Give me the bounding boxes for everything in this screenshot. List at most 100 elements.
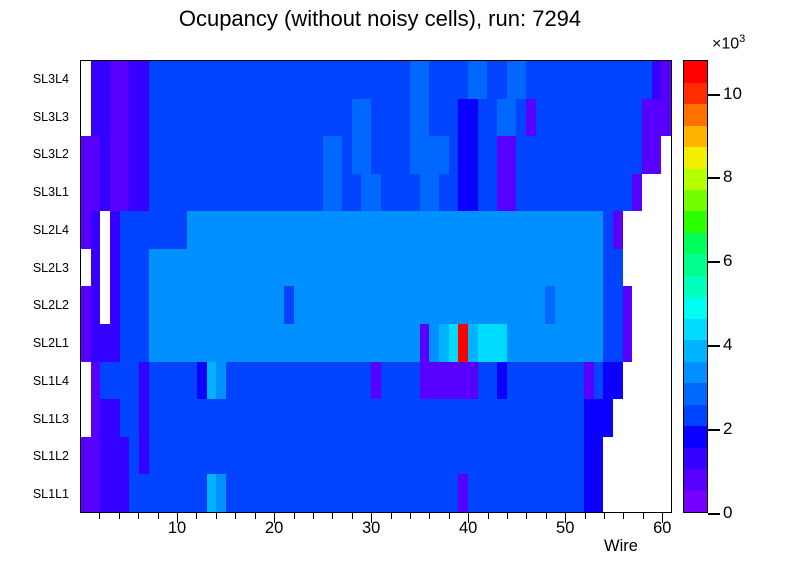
heatmap-cell	[255, 98, 265, 137]
heatmap-cell	[187, 399, 198, 437]
heatmap-cell	[429, 211, 439, 249]
x-axis-tick-label-30: 30	[361, 519, 381, 537]
y-axis-tick-label-sl3l1: SL3L1	[32, 185, 69, 200]
heatmap-cell	[351, 211, 362, 249]
heatmap-cell	[612, 98, 623, 137]
heatmap-cell	[371, 361, 381, 400]
heatmap-cell	[168, 173, 178, 212]
heatmap-cell	[390, 98, 401, 137]
heatmap-cell	[177, 211, 188, 249]
heatmap-cell	[661, 474, 671, 512]
heatmap-cell	[129, 248, 140, 287]
heatmap-cell	[622, 136, 633, 174]
heatmap-cell	[612, 61, 623, 99]
heatmap-cell	[216, 173, 227, 212]
heatmap-cell	[429, 248, 439, 287]
heatmap-cell	[477, 474, 488, 512]
heatmap-cell	[574, 324, 584, 362]
heatmap-cell	[390, 211, 401, 249]
heatmap-cell	[342, 248, 352, 287]
heatmap-cell	[516, 286, 526, 325]
heatmap-cell	[361, 136, 372, 174]
heatmap-cell	[516, 173, 526, 212]
heatmap-cell	[593, 361, 604, 400]
heatmap-cell	[177, 436, 188, 475]
heatmap-cell	[612, 286, 623, 325]
heatmap-cell	[622, 361, 633, 400]
heatmap-cell	[651, 286, 662, 325]
heatmap-cell	[274, 211, 285, 249]
heatmap-cell	[148, 286, 159, 325]
heatmap-cell	[574, 286, 584, 325]
heatmap-cell	[516, 361, 526, 400]
heatmap-cell	[583, 474, 594, 512]
heatmap-cell	[458, 399, 468, 437]
heatmap-cell	[612, 324, 623, 362]
heatmap-cell	[525, 173, 536, 212]
heatmap-cell	[119, 324, 130, 362]
heatmap-cell	[216, 211, 227, 249]
heatmap-cell	[641, 436, 652, 475]
heatmap-cell	[554, 248, 565, 287]
heatmap-cell	[90, 173, 101, 212]
heatmap-cell	[448, 361, 459, 400]
heatmap-cell	[632, 173, 642, 212]
heatmap-cell	[235, 474, 246, 512]
heatmap-cell	[409, 324, 420, 362]
heatmap-cell	[90, 399, 101, 437]
heatmap-cell	[380, 399, 391, 437]
heatmap-cell	[467, 474, 478, 512]
heatmap-cell	[603, 173, 613, 212]
heatmap-cell	[429, 173, 439, 212]
heatmap-cell	[100, 173, 111, 212]
heatmap-cell	[632, 399, 642, 437]
heatmap-cell	[487, 324, 497, 362]
heatmap-cell	[332, 361, 343, 400]
x-axis-tick-label-40: 40	[459, 519, 478, 537]
heatmap-cell	[641, 61, 652, 99]
heatmap-cell	[235, 98, 246, 137]
heatmap-cell	[264, 173, 275, 212]
heatmap-cell	[390, 136, 401, 174]
heatmap-cell	[129, 436, 140, 475]
heatmap-cell	[603, 286, 613, 325]
heatmap-cell	[622, 324, 633, 362]
heatmap-cell	[593, 248, 604, 287]
heatmap-cell	[400, 436, 410, 475]
heatmap-cell	[438, 211, 449, 249]
heatmap-cell	[361, 399, 372, 437]
heatmap-cell	[351, 324, 362, 362]
heatmap-cell	[226, 436, 236, 475]
heatmap-cell	[603, 361, 613, 400]
heatmap-cell	[332, 173, 343, 212]
heatmap-cell	[332, 136, 343, 174]
heatmap-cell	[293, 474, 304, 512]
heatmap-cell	[313, 211, 323, 249]
heatmap-cell	[216, 98, 227, 137]
heatmap-cell	[641, 98, 652, 137]
heatmap-cell	[100, 474, 111, 512]
heatmap-cell	[226, 173, 236, 212]
heatmap-grid[interactable]	[81, 61, 671, 512]
heatmap-cell	[197, 474, 207, 512]
heatmap-cell	[245, 436, 256, 475]
heatmap-cell	[632, 98, 642, 137]
heatmap-cell	[274, 98, 285, 137]
heatmap-cell	[603, 98, 613, 137]
heatmap-cell	[110, 474, 120, 512]
heatmap-cell	[574, 136, 584, 174]
x-axis-major-tick	[177, 513, 179, 523]
heatmap-cell	[361, 286, 372, 325]
heatmap-cell	[168, 211, 178, 249]
heatmap-cell	[235, 61, 246, 99]
heatmap-cell	[119, 211, 130, 249]
colorbar-band	[684, 426, 707, 448]
x-axis-minor-tick	[545, 513, 547, 519]
heatmap-cell	[409, 286, 420, 325]
heatmap-cell	[564, 211, 575, 249]
x-axis-minor-tick	[448, 513, 450, 519]
heatmap-cell	[361, 436, 372, 475]
heatmap-cell	[438, 436, 449, 475]
heatmap-cell	[487, 136, 497, 174]
heatmap-cell	[419, 399, 430, 437]
